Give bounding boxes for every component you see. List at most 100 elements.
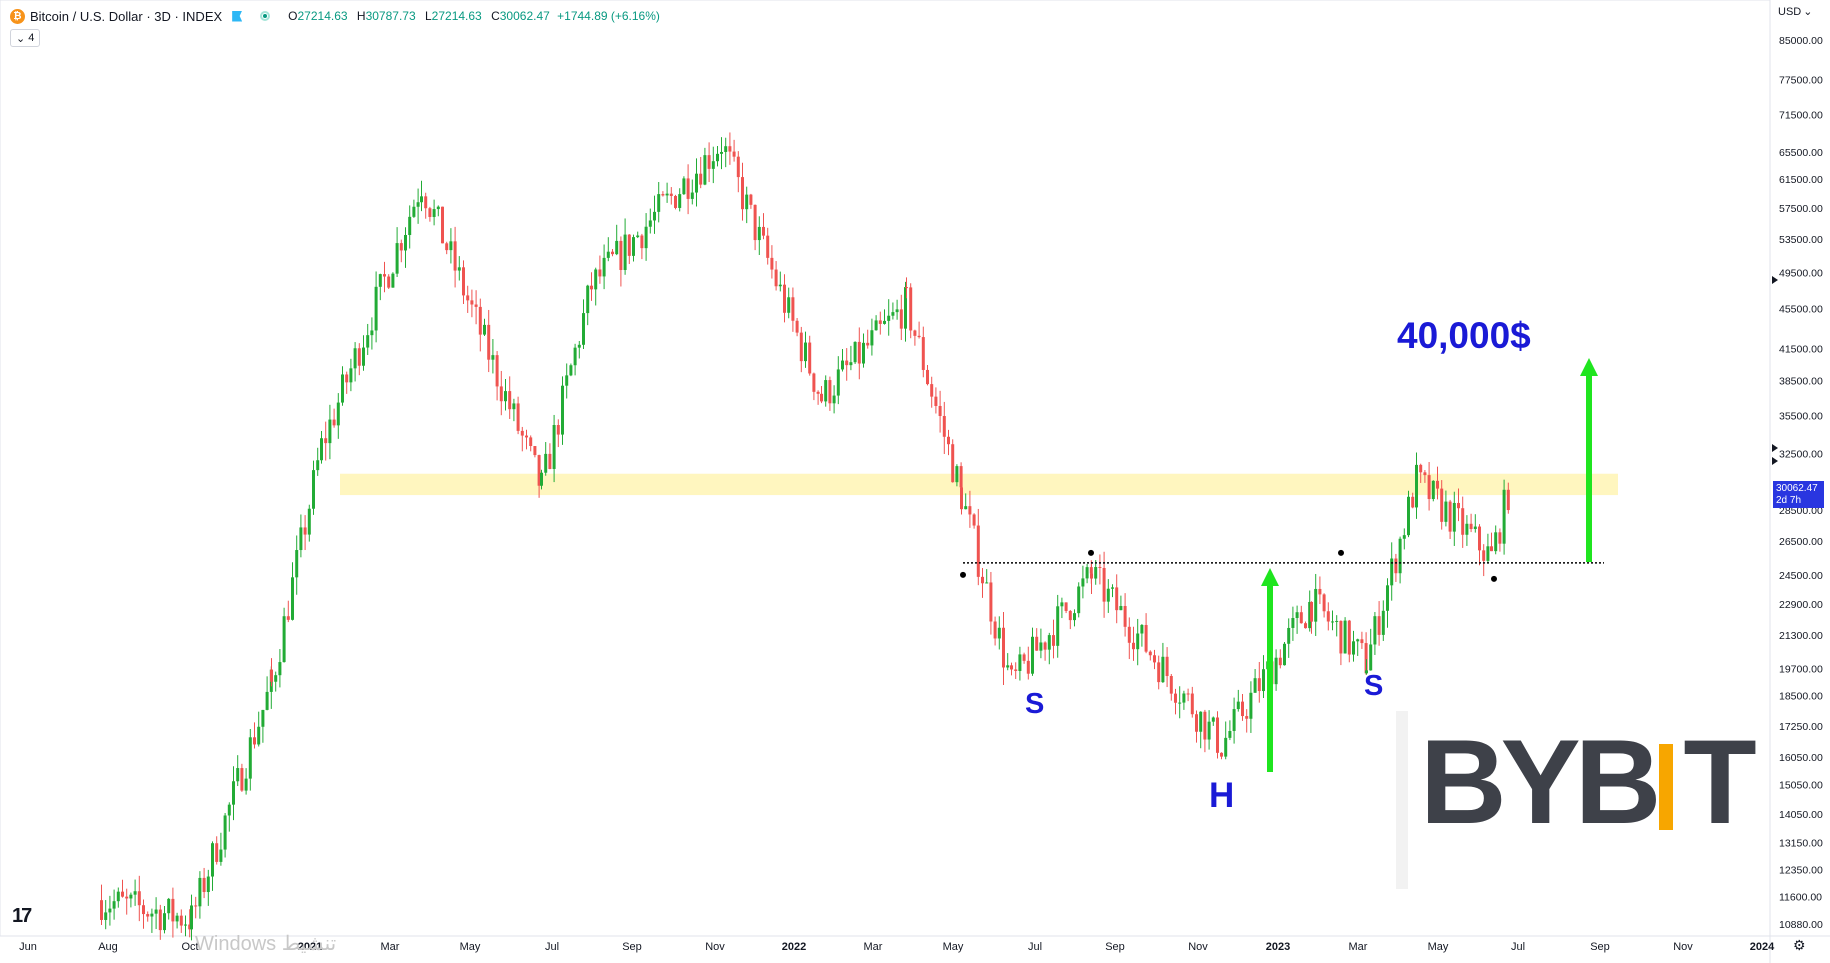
candle [219,832,223,866]
candle-body [307,508,311,535]
left-shoulder-label[interactable]: S [1025,688,1045,720]
symbol-title[interactable]: Bitcoin / U.S. Dollar · 3D · INDEX [30,8,223,24]
candle [307,504,311,542]
candle-body [286,616,290,620]
candle-body [1461,508,1465,535]
candle [412,199,416,218]
candle [349,358,353,392]
candle [1461,496,1465,548]
candle-body [1262,669,1265,692]
candle [202,867,206,899]
candle [533,445,537,458]
candle-body [1060,602,1064,607]
price-tick-label: 57500.00 [1779,203,1823,215]
candle [1448,499,1452,540]
candle-body [883,320,886,324]
candle-body [1326,611,1330,622]
candle [1326,602,1330,631]
candle [1190,686,1194,718]
candle [1482,544,1486,577]
currency-selector[interactable]: USD ⌄ [1778,5,1812,19]
time-tick-label: Jul [1511,941,1525,953]
candle-body [1365,670,1368,674]
candle [399,239,403,263]
candle [270,658,273,687]
candle-body [353,348,357,369]
flag-icon[interactable] [232,10,243,22]
bybit-logo: BYB T [1420,715,1757,849]
candle [1295,605,1299,634]
head-label[interactable]: H [1209,776,1235,815]
candle-body [432,209,436,217]
candle-body [449,241,453,251]
candle [478,298,482,352]
target-annotation[interactable]: 40,000$ [1397,315,1531,356]
candle [732,139,736,162]
candle-body [849,362,853,366]
time-tick-label: Mar [864,941,883,953]
candle [420,180,423,212]
bybit-backdrop [1396,711,1408,889]
candle-body [1253,678,1257,693]
market-status-icon[interactable] [260,11,271,21]
candle [112,889,116,920]
candle [1486,533,1490,563]
candle [1228,720,1232,741]
candle [548,443,552,470]
candle-body [770,257,774,270]
candle [561,376,564,445]
candle-body [112,901,116,909]
gear-icon[interactable]: ⚙ [1793,937,1806,953]
arrow-head [1261,568,1279,586]
candle-body [674,195,677,208]
price-tick-label: 71500.00 [1779,109,1823,121]
candle [757,216,761,256]
candles [100,132,1510,941]
candle [1427,462,1431,511]
candle-body [1216,717,1219,753]
right-shoulder-label[interactable]: S [1364,670,1384,702]
candle [504,379,507,411]
tradingview-logo[interactable]: 17 [12,905,32,927]
candle-body [1423,472,1427,476]
candle [828,376,832,411]
candle [1232,697,1236,744]
candle-body [981,576,984,584]
candle [627,234,631,265]
candle-body [1364,643,1368,674]
price-tick-label: 19700.00 [1779,664,1823,676]
candle [1411,492,1415,509]
candle-body [1224,737,1228,757]
candle [934,387,938,414]
candle [1386,578,1389,628]
candle-body [690,192,694,199]
candle-body [312,470,315,509]
time-tick-label: Aug [98,941,118,953]
indicators-toggle[interactable]: ⌄ 4 [10,29,41,47]
candle-body [316,460,320,471]
candle-body [602,257,606,277]
candle [445,241,449,255]
candle-body [1356,639,1360,642]
candle-body [1440,488,1444,522]
candle-body [1369,644,1373,671]
candle-body [1153,655,1156,663]
candle [594,267,598,306]
candle-body [853,341,857,363]
candle [569,363,573,377]
candle [1318,576,1322,605]
candle-body [1073,613,1076,621]
candle-body [904,287,907,329]
last-price: 30062.47 [1776,483,1818,494]
candle-body [282,616,286,663]
candle-body [665,193,669,196]
candle-body [1039,642,1043,651]
candle-body [703,155,707,185]
candle [370,317,374,350]
candle [661,191,665,197]
candle-body [1415,464,1418,508]
candle-body [167,898,171,914]
candle [395,227,399,277]
candle [862,333,865,368]
